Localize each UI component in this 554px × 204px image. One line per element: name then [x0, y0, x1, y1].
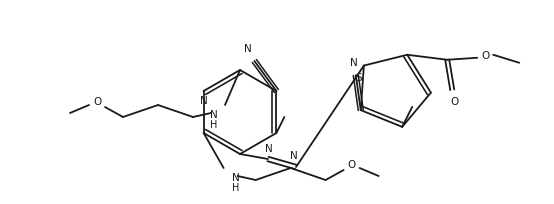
Text: S: S: [356, 73, 362, 83]
Text: N: N: [244, 44, 252, 54]
Text: N: N: [290, 151, 298, 161]
Text: O: O: [93, 97, 101, 107]
Text: H: H: [211, 120, 218, 130]
Text: O: O: [481, 51, 489, 61]
Text: N: N: [265, 144, 273, 154]
Text: O: O: [347, 160, 356, 170]
Text: O: O: [450, 97, 458, 107]
Text: N: N: [232, 173, 239, 183]
Text: N: N: [200, 96, 208, 106]
Text: N: N: [350, 58, 358, 68]
Text: H: H: [232, 183, 239, 193]
Text: N: N: [210, 110, 218, 120]
